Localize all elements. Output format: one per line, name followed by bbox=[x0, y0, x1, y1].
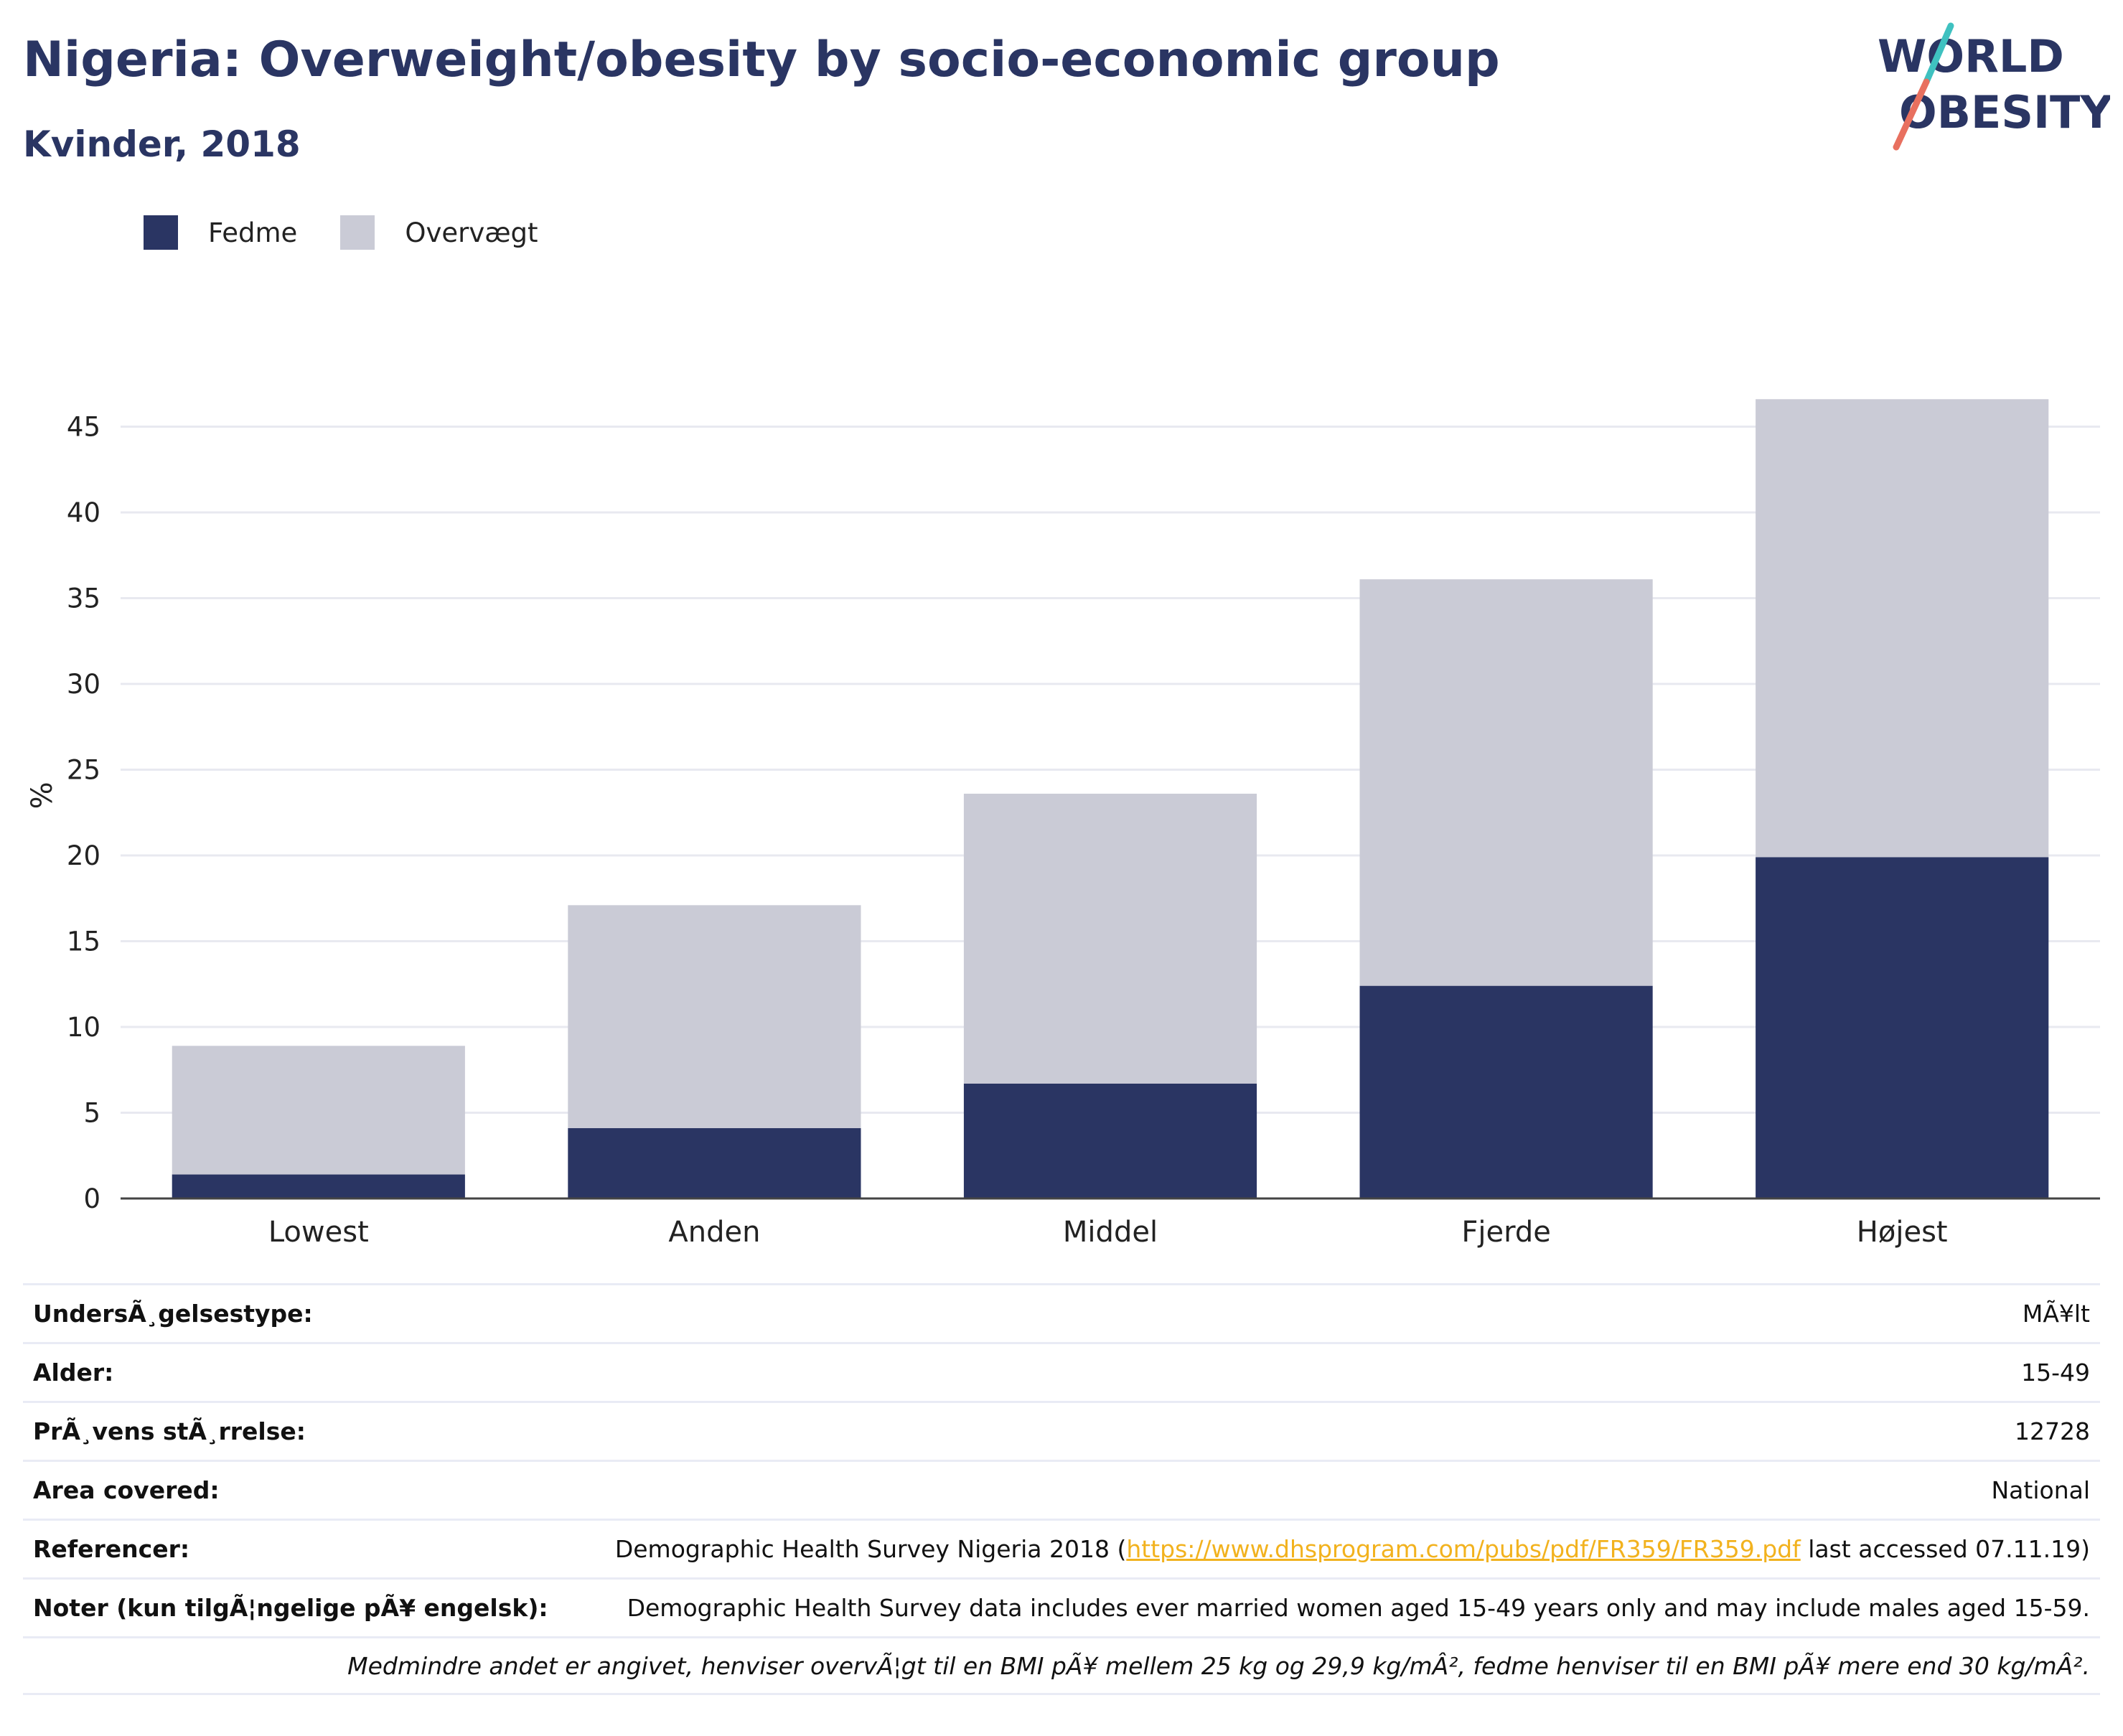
footnote: Medmindre andet er angivet, henviser ove… bbox=[347, 1651, 2090, 1680]
info-label: Alder: bbox=[33, 1359, 114, 1387]
info-value: Demographic Health Survey data includes … bbox=[627, 1594, 2090, 1622]
legend-label-fedme: Fedme bbox=[208, 217, 298, 248]
logo-text-world: WORLD bbox=[1878, 30, 2064, 83]
info-value: 12728 bbox=[2015, 1417, 2090, 1445]
info-row-references: Referencer: Demographic Health Survey Ni… bbox=[23, 1519, 2100, 1577]
bar-overvaegt-4 bbox=[1756, 399, 2049, 858]
reference-value: Demographic Health Survey Nigeria 2018 (… bbox=[615, 1535, 2090, 1563]
bar-fedme-0 bbox=[172, 1174, 465, 1198]
bar-fedme-2 bbox=[963, 1083, 1257, 1198]
chart-title: Nigeria: Overweight/obesity by socio-eco… bbox=[23, 32, 1500, 88]
info-row-survey-type: UndersÃ¸gelsestype: MÃ¥lt bbox=[23, 1283, 2100, 1342]
x-tick-label: Anden bbox=[668, 1216, 760, 1249]
y-tick-label: 10 bbox=[67, 1012, 100, 1043]
reference-link[interactable]: https://www.dhsprogram.com/pubs/pdf/FR35… bbox=[1126, 1535, 1801, 1563]
info-row-footnote: Medmindre andet er angivet, henviser ove… bbox=[23, 1636, 2100, 1695]
reference-prefix: Demographic Health Survey Nigeria 2018 ( bbox=[614, 1535, 1127, 1563]
logo-slash-teal bbox=[1923, 22, 1954, 85]
logo-text-obesity: OBESITY bbox=[1899, 86, 2110, 139]
y-tick-label: 15 bbox=[67, 926, 100, 957]
y-tick-label: 35 bbox=[67, 583, 100, 614]
info-row-area-covered: Area covered: National bbox=[23, 1460, 2100, 1519]
x-tick-label: Fjerde bbox=[1461, 1216, 1550, 1249]
info-label: Noter (kun tilgÃ¦ngelige pÃ¥ engelsk): bbox=[33, 1594, 548, 1622]
legend-item-overvaegt[interactable]: Overvægt bbox=[340, 215, 538, 250]
y-tick-label: 40 bbox=[67, 497, 100, 528]
y-tick-label: 5 bbox=[83, 1098, 100, 1129]
info-label: Area covered: bbox=[33, 1476, 220, 1504]
x-tick-label: Middel bbox=[1063, 1216, 1158, 1249]
y-tick-label: 30 bbox=[67, 669, 100, 700]
legend-swatch-overvaegt bbox=[340, 215, 375, 250]
info-value: National bbox=[1991, 1476, 2090, 1504]
chart-subtitle: Kvinder, 2018 bbox=[23, 123, 301, 165]
y-tick-label: 45 bbox=[67, 412, 100, 443]
info-value: 15-49 bbox=[2021, 1359, 2090, 1387]
bar-overvaegt-1 bbox=[568, 905, 861, 1129]
legend-swatch-fedme bbox=[144, 215, 178, 250]
x-tick-label: Højest bbox=[1857, 1216, 1948, 1249]
info-table: UndersÃ¸gelsestype: MÃ¥lt Alder: 15-49 P… bbox=[23, 1283, 2100, 1695]
legend: Fedme Overvægt bbox=[144, 212, 581, 253]
y-tick-label: 25 bbox=[67, 755, 100, 786]
world-obesity-logo: WORLD OBESITY bbox=[1878, 22, 2110, 151]
bar-overvaegt-3 bbox=[1359, 579, 1653, 986]
reference-suffix: last accessed 07.11.19) bbox=[1800, 1535, 2090, 1563]
info-label: PrÃ¸vens stÃ¸rrelse: bbox=[33, 1417, 306, 1445]
y-tick-label: 20 bbox=[67, 840, 100, 871]
y-axis-label: % bbox=[26, 782, 59, 809]
bar-fedme-4 bbox=[1756, 857, 2049, 1198]
info-row-age: Alder: 15-49 bbox=[23, 1342, 2100, 1401]
legend-item-fedme[interactable]: Fedme bbox=[144, 215, 297, 250]
x-tick-label: Lowest bbox=[268, 1216, 369, 1249]
info-value: MÃ¥lt bbox=[2022, 1300, 2090, 1328]
info-label: UndersÃ¸gelsestype: bbox=[33, 1300, 313, 1328]
info-row-sample-size: PrÃ¸vens stÃ¸rrelse: 12728 bbox=[23, 1401, 2100, 1460]
stacked-bar-chart: 0 5 10 15 20 25 30 35 40 45% Lowest Anden Middel Fjer… bbox=[26, 399, 2100, 1249]
bar-fedme-1 bbox=[568, 1128, 861, 1198]
bar-fedme-3 bbox=[1359, 985, 1653, 1198]
bar-overvaegt-0 bbox=[172, 1046, 465, 1175]
bar-overvaegt-2 bbox=[963, 793, 1257, 1084]
legend-label-overvaegt: Overvægt bbox=[405, 217, 538, 248]
info-row-notes: Noter (kun tilgÃ¦ngelige pÃ¥ engelsk): D… bbox=[23, 1577, 2100, 1636]
logo-slash-coral bbox=[1893, 78, 1930, 151]
y-tick-label: 0 bbox=[83, 1183, 100, 1214]
info-label: Referencer: bbox=[33, 1535, 190, 1563]
